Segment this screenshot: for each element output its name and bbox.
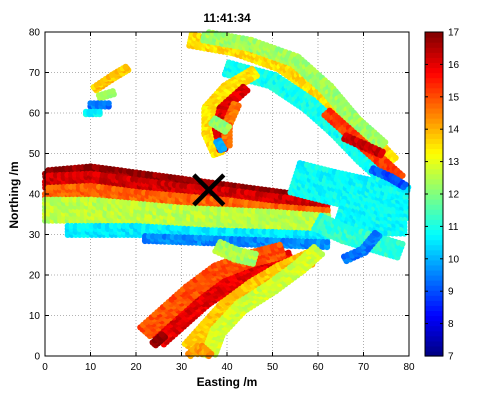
heat-dot xyxy=(324,207,331,214)
heat-dot xyxy=(392,154,399,161)
heat-dot xyxy=(382,139,389,146)
heat-dot xyxy=(252,250,259,257)
heat-dot xyxy=(379,148,386,155)
heat-dot xyxy=(402,181,409,188)
y-axis-label: Northing /m xyxy=(7,161,21,228)
heat-dot xyxy=(310,244,318,251)
heat-dot xyxy=(276,241,283,248)
chart-title: 11:41:34 xyxy=(203,11,251,25)
heatmap-dots xyxy=(41,29,412,360)
x-axis-label: Easting /m xyxy=(197,375,258,389)
heat-dot xyxy=(371,229,379,237)
heat-dot xyxy=(399,172,406,179)
heat-dot xyxy=(285,249,292,256)
heat-dot xyxy=(158,331,165,338)
heat-dot xyxy=(324,239,331,246)
heat-dot xyxy=(399,240,406,248)
